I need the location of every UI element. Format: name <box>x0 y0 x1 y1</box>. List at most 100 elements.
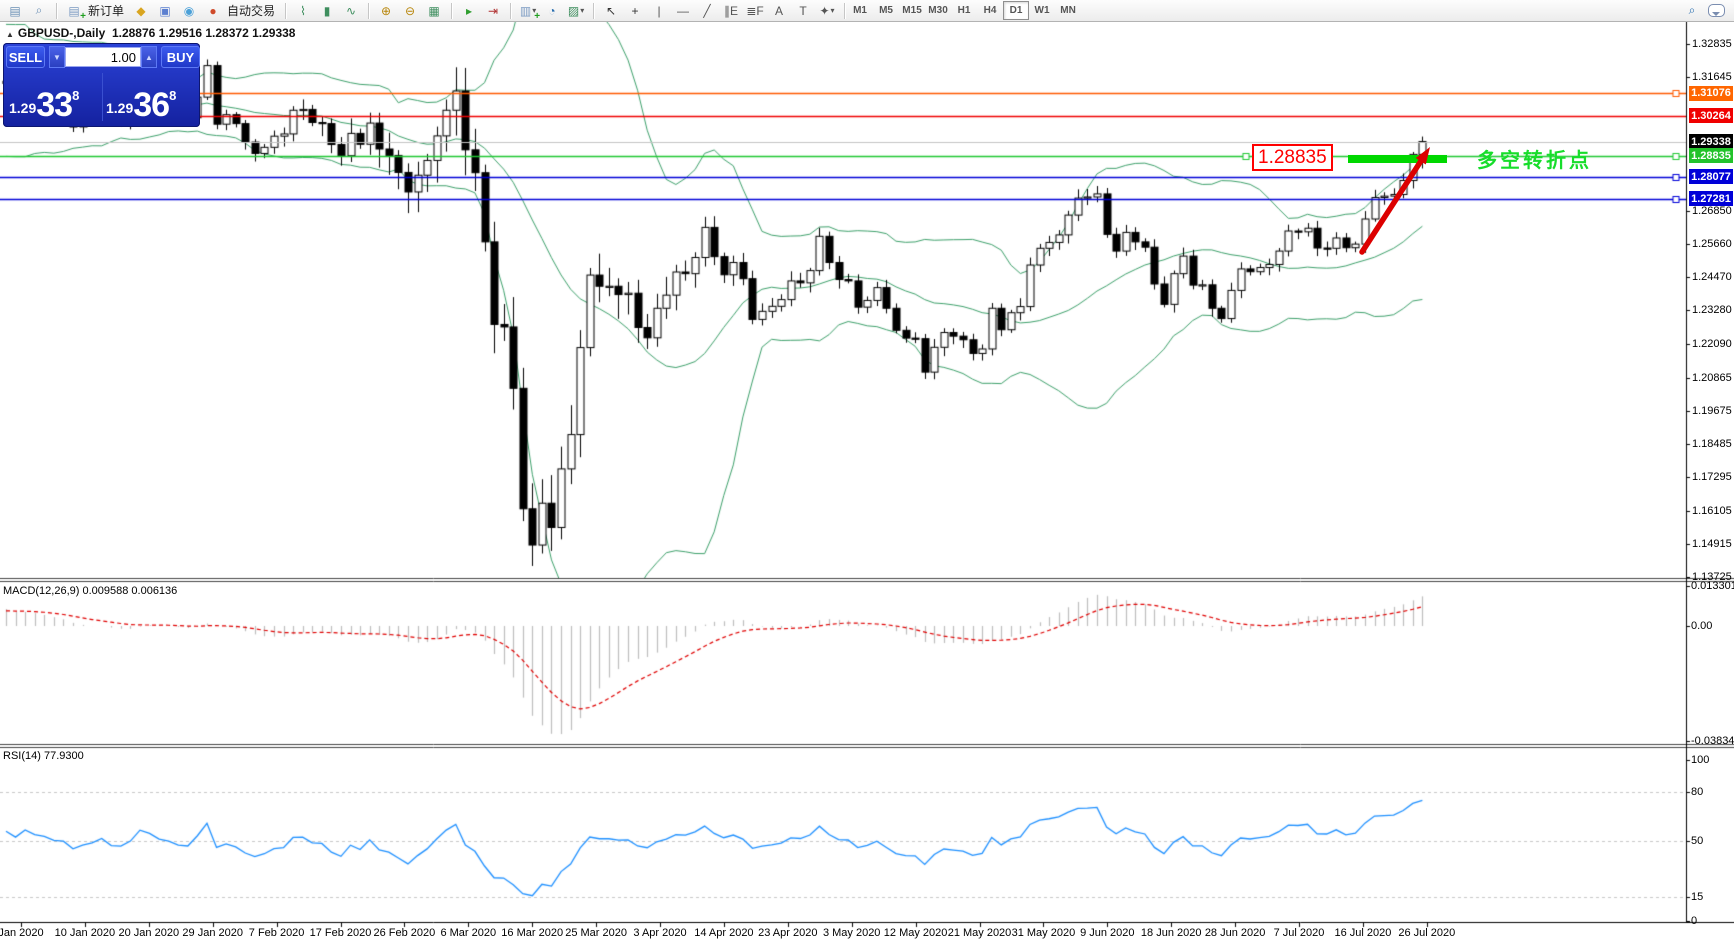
timeframe-m30[interactable]: M30 <box>928 5 948 16</box>
new-order-label[interactable]: 新订单 <box>88 4 125 18</box>
highlight-bar[interactable] <box>1348 155 1447 163</box>
candlestick-icon[interactable]: ▮ <box>323 3 331 18</box>
tile-windows-icon[interactable]: ▦ <box>428 3 440 18</box>
vertical-line-icon[interactable]: | <box>657 3 661 18</box>
price-annotation-label[interactable]: 1.28835 <box>1252 144 1333 171</box>
signals-icon[interactable]: ◉ <box>183 3 195 18</box>
date-label: 26 Feb 2020 <box>373 927 436 939</box>
toolbar-group-trading: ▤新订单 ◆ ▣ ◉ ● 自动交易 <box>59 0 283 22</box>
price-tick-label: 1.23280 <box>1692 304 1732 317</box>
new-order-icon[interactable]: ▤ <box>62 1 86 22</box>
auto-scroll-icon[interactable]: ▸ <box>466 3 473 18</box>
timeframe-h1[interactable]: H1 <box>957 5 971 16</box>
panel-divider <box>102 73 103 121</box>
date-label: 17 Feb 2020 <box>309 927 372 939</box>
templates-icon[interactable]: ▨ ▾ <box>567 3 585 18</box>
metaeditor-icon[interactable]: ▣ <box>159 3 171 18</box>
timeframe-m5[interactable]: M5 <box>879 5 893 16</box>
periods-icon[interactable]: ◔ <box>548 3 556 18</box>
cn-annotation-text[interactable]: 多空转折点 <box>1477 150 1592 172</box>
date-label: 9 Jun 2020 <box>1080 927 1135 939</box>
timeframe-m1[interactable]: M1 <box>853 5 867 16</box>
buy-price[interactable]: 1.29 36 8 <box>106 71 176 125</box>
search-icon[interactable]: ⌕ <box>1688 3 1696 17</box>
volume-input[interactable] <box>65 47 141 67</box>
price-tick-label: 1.18485 <box>1692 438 1732 451</box>
sell-price[interactable]: 1.29 33 8 <box>9 71 79 125</box>
macd-tick-label: -0.038343 <box>1691 735 1734 747</box>
zoom-in-icon[interactable]: ⊕ <box>381 3 392 18</box>
toolbar: ▤⌕▤新订单◆▣◉●自动交易⌇▮∿⊕⊖▦▸⇥▥▾◔▨▾↖+|—╱∥E≣FAT✦▾… <box>0 0 1734 22</box>
fibonacci-icon[interactable]: ≣F <box>746 3 764 18</box>
price-tick-label: 1.19675 <box>1692 405 1732 418</box>
bar-chart-icon[interactable]: ⌇ <box>300 3 306 18</box>
chat-icon[interactable] <box>1704 1 1728 21</box>
timeframe-w1[interactable]: W1 <box>1034 5 1050 16</box>
toolbar-group-zoom: ⊕ ⊖ ▦ <box>371 0 449 22</box>
cursor-icon[interactable]: ↖ <box>606 3 617 18</box>
date-label: 14 Apr 2020 <box>694 927 754 939</box>
chart-header: ▲ GBPUSD-,Daily 1.28876 1.29516 1.28372 1… <box>6 26 295 40</box>
date-label: 10 Jan 2020 <box>54 927 116 939</box>
autotrading-label[interactable]: 自动交易 <box>227 4 276 18</box>
price-badge: 1.31076 <box>1689 85 1733 101</box>
timeframe-m15[interactable]: M15 <box>902 5 922 16</box>
timeframe-mn[interactable]: MN <box>1060 5 1076 16</box>
price-tick-label: 1.13725 <box>1692 570 1732 583</box>
line-chart-icon[interactable]: ∿ <box>346 3 357 18</box>
date-label: 28 Jun 2020 <box>1204 927 1266 939</box>
price-tick-label: 1.17295 <box>1692 471 1732 484</box>
date-label: Jan 2020 <box>0 927 44 939</box>
date-label: 16 Jul 2020 <box>1334 927 1392 939</box>
price-badge: 1.29338 <box>1689 134 1733 150</box>
price-badge: 1.28835 <box>1689 148 1733 164</box>
date-label: 7 Jul 2020 <box>1273 927 1325 939</box>
rsi-tick-label: 100 <box>1691 754 1710 766</box>
toolbar-group-objects: ↖ + | — ╱ ∥E ≣F A T ✦ ▾ <box>596 0 842 22</box>
new-chart-icon[interactable]: ▥ ▾ <box>516 1 540 22</box>
chart-window[interactable]: ▲ GBPUSD-,Daily 1.28876 1.29516 1.28372 1… <box>0 22 1734 949</box>
volume-up-button[interactable]: ▲ <box>141 46 157 68</box>
arrows-tool-icon[interactable]: ✦ ▾ <box>819 3 835 18</box>
timeframe-d1[interactable]: D1 <box>1003 1 1030 20</box>
macd-tick-label: 0.00 <box>1691 620 1713 632</box>
sell-button[interactable]: SELL <box>6 46 45 68</box>
ohlc-quotes: 1.28876 1.29516 1.28372 1.29338 <box>111 26 296 40</box>
date-label: 3 May 2020 <box>822 927 881 939</box>
text-icon[interactable]: A <box>775 3 784 18</box>
sell-price-sup: 8 <box>72 88 80 103</box>
autotrading-icon[interactable]: ● <box>209 3 217 18</box>
toolbar-right: ⌕ <box>1680 1 1734 21</box>
date-label: 6 Mar 2020 <box>440 927 497 939</box>
zoom-out-icon[interactable]: ⊖ <box>405 3 416 18</box>
price-badge: 1.27281 <box>1689 191 1733 207</box>
date-label: 12 May 2020 <box>883 927 948 939</box>
price-tick-label: 1.31645 <box>1692 71 1732 84</box>
date-label: 29 Jan 2020 <box>182 927 243 939</box>
chart-canvas[interactable] <box>0 22 1734 949</box>
chart-shift-icon[interactable]: ⇥ <box>488 3 499 18</box>
sell-price-big: 33 <box>36 86 73 124</box>
rsi-tick-label: 0 <box>1691 915 1698 927</box>
trendline-icon[interactable]: ╱ <box>703 3 711 18</box>
macd-tick-label: 0.013301 <box>1691 580 1734 592</box>
volume-down-button[interactable]: ▼ <box>49 46 65 68</box>
trend-arrow[interactable] <box>1350 135 1450 265</box>
toolbar-group-new: ▥▾ ◔ ▨▾ <box>513 0 591 22</box>
price-tick-label: 1.22090 <box>1692 337 1732 350</box>
crosshair-icon[interactable]: + <box>631 3 639 18</box>
timeframe-h4[interactable]: H4 <box>983 5 997 16</box>
price-badge: 1.28077 <box>1689 169 1733 185</box>
data-window-icon[interactable]: ⌕ <box>35 3 43 17</box>
date-label: 21 May 2020 <box>947 927 1012 939</box>
date-label: 18 Jun 2020 <box>1140 927 1202 939</box>
text-label-icon[interactable]: T <box>799 3 807 18</box>
rsi-tick-label: 15 <box>1691 890 1704 903</box>
channel-icon[interactable]: ∥E <box>724 3 739 18</box>
date-label: 25 Mar 2020 <box>565 927 627 939</box>
charts-list-icon[interactable]: ▤ <box>9 3 21 18</box>
collapse-panel-icon[interactable]: ▲ <box>6 30 14 39</box>
buy-button[interactable]: BUY <box>161 46 200 68</box>
expert-advisors-icon[interactable]: ◆ <box>136 3 146 18</box>
horizontal-line-icon[interactable]: — <box>677 3 690 18</box>
